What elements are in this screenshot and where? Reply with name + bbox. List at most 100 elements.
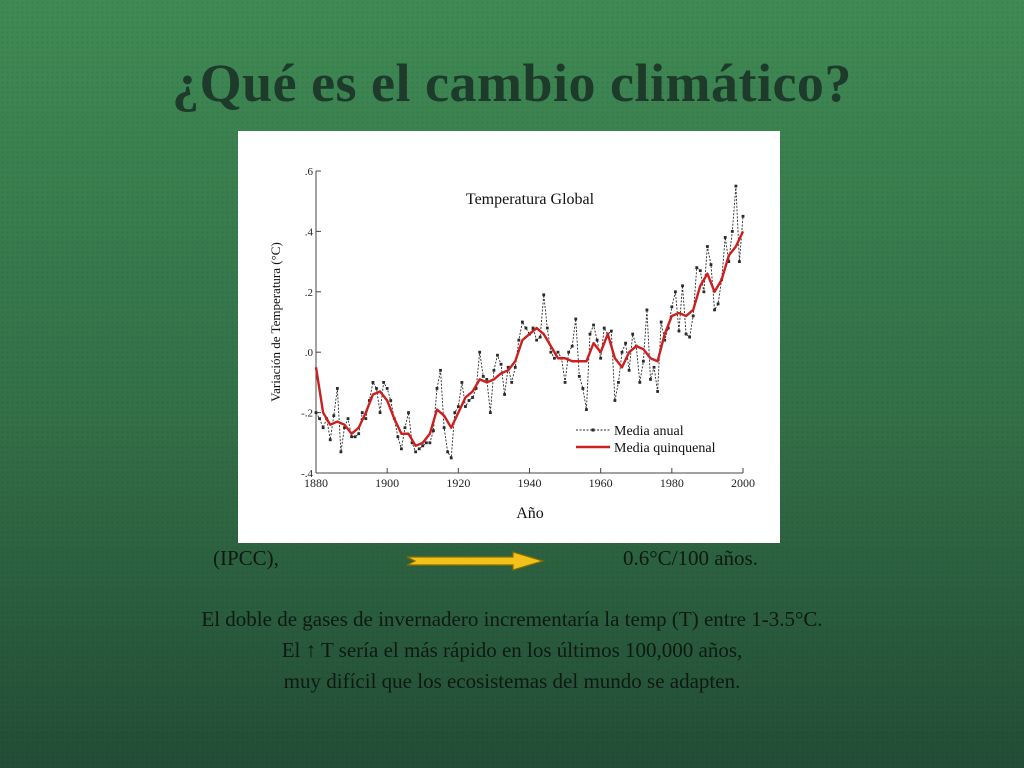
annual-point [371, 381, 375, 384]
annual-point [592, 323, 595, 327]
annual-point [649, 377, 652, 381]
annual-point [346, 417, 350, 421]
annual-point [350, 435, 353, 439]
annual-point [343, 426, 346, 430]
annual-point [446, 450, 450, 454]
slide-body: El doble de gases de invernadero increme… [0, 604, 1024, 697]
warming-rate-label: 0.6°C/100 años. [623, 546, 758, 570]
annual-point [321, 426, 325, 430]
y-tick-label: .0 [305, 347, 314, 359]
annual-point [335, 387, 339, 390]
temperature-chart: 1880 1900 1920 1940 1960 1980 2000 .6 .4 .2 .0 -.2 -… [238, 131, 780, 543]
annual-point [638, 381, 642, 384]
x-tick-label: 1980 [660, 476, 684, 490]
annual-point [542, 293, 546, 297]
annual-point [474, 387, 478, 390]
slide-title: ¿Qué es el cambio climático? [172, 53, 852, 113]
legend-annual-label: Media anual [614, 424, 684, 439]
annual-point [421, 444, 425, 448]
annual-point [435, 387, 439, 390]
annual-point [520, 320, 524, 324]
x-tick-label: 1900 [375, 476, 399, 490]
legend-annual-marker [591, 428, 595, 432]
annual-point [417, 447, 421, 451]
annual-point [549, 350, 553, 354]
annual-point [385, 387, 389, 390]
annual-point [563, 381, 567, 384]
annual-point [460, 381, 464, 384]
annual-point [574, 317, 578, 321]
annual-point [378, 411, 382, 414]
annual-point [492, 368, 496, 372]
annual-point [567, 350, 571, 354]
annual-point [709, 263, 713, 267]
annual-point [670, 305, 674, 309]
annual-point [357, 432, 361, 436]
annual-point [453, 411, 457, 414]
annual-point [389, 399, 393, 402]
legend-quinquennial-label: Media quinquenal [614, 441, 716, 456]
annual-point [656, 390, 659, 393]
annual-point [738, 260, 741, 263]
x-axis-title: Año [516, 505, 544, 522]
body-line-3: muy difícil que los ecosistemas del mund… [283, 669, 741, 693]
annual-point [556, 350, 560, 354]
x-tick-label: 2000 [731, 476, 755, 490]
annual-point [531, 326, 535, 330]
x-tick-label: 1920 [446, 476, 470, 490]
body-line-1: El doble de gases de invernadero increme… [201, 607, 823, 631]
y-axis-title: Variación de Temperatura (°C) [268, 242, 283, 402]
annual-point [332, 414, 336, 418]
annual-point [723, 236, 727, 239]
annual-point [730, 230, 734, 233]
annual-point [400, 447, 403, 451]
annual-point [691, 314, 695, 318]
annual-point [318, 417, 321, 421]
annual-point [684, 332, 688, 336]
annual-point [424, 441, 428, 445]
annual-point [641, 359, 645, 363]
ipcc-label: (IPCC), [213, 546, 279, 570]
annual-point [449, 456, 453, 460]
annual-point [681, 284, 684, 288]
y-tick-label: -.2 [301, 408, 313, 420]
annual-point [577, 374, 581, 378]
annual-point [663, 338, 667, 342]
annual-point [353, 435, 357, 439]
series-media-quinquenal-line [314, 230, 745, 448]
annual-point [382, 381, 386, 384]
x-tick-label: 1960 [589, 476, 613, 490]
annual-point [659, 320, 663, 324]
annual-point [442, 426, 446, 430]
annual-point [328, 438, 332, 442]
annual-point [314, 411, 318, 414]
y-tick-label: .4 [305, 226, 314, 238]
annual-point [553, 356, 556, 360]
annual-point [481, 374, 485, 378]
annual-point [535, 338, 539, 342]
annual-point [403, 426, 407, 430]
annual-point [741, 214, 745, 218]
annual-point [364, 417, 368, 421]
annual-point [677, 329, 681, 333]
annual-point [695, 266, 699, 270]
annual-point [478, 350, 482, 354]
annual-point [588, 332, 592, 336]
annual-point [595, 338, 599, 342]
annual-point [360, 411, 364, 414]
annual-point [645, 308, 649, 312]
annual-point [439, 368, 442, 372]
annual-point [716, 302, 720, 306]
annual-point [510, 381, 514, 384]
annual-point [688, 335, 692, 339]
annual-point [734, 184, 738, 188]
annual-point [524, 326, 528, 330]
annual-point [617, 381, 620, 384]
annual-point [652, 365, 656, 369]
body-line-2: El ↑ T sería el más rápido en los último… [281, 638, 743, 662]
annual-point [581, 387, 585, 390]
annual-point [517, 338, 521, 342]
x-tick-label: 1940 [518, 476, 542, 490]
annual-point [407, 411, 410, 414]
right-arrow-icon [406, 551, 545, 571]
